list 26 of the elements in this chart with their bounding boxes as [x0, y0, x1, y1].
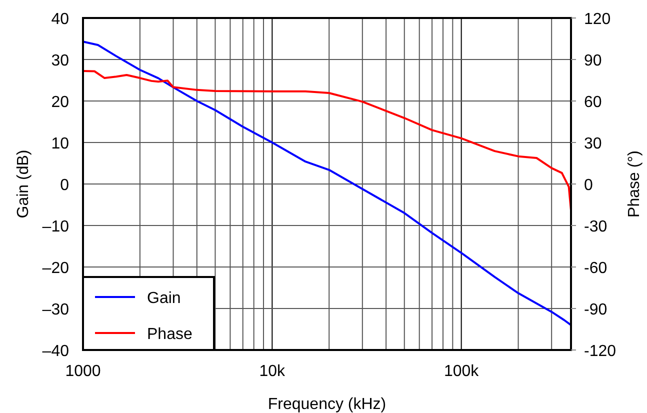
x-axis-title: Frequency (kHz) — [268, 396, 386, 413]
y-axis-title: Gain (dB) — [15, 150, 32, 218]
y2-tick-label: 60 — [584, 94, 602, 111]
y2-tick-label: 90 — [584, 52, 602, 70]
legend-label: Phase — [147, 326, 192, 343]
x-tick-label: 10k — [259, 363, 286, 380]
y-tick-label: 40 — [51, 11, 70, 28]
y2-tick-label: -120 — [584, 343, 616, 360]
x-tick-label: 100k — [444, 363, 480, 380]
y2-tick-label: -90 — [584, 302, 608, 318]
y2-tick-label: 30 — [584, 136, 602, 152]
legend-label: Gain — [147, 290, 181, 307]
y-tick-label: 0 — [60, 177, 70, 194]
y2-tick-label: 0 — [584, 177, 593, 194]
y-tick-label: 10 — [51, 136, 70, 152]
x-tick-label: 1000 — [65, 363, 101, 380]
y-tick-label: 20 — [51, 94, 70, 111]
y-tick-label: 30 — [51, 52, 70, 70]
y-tick-label: –40 — [42, 343, 70, 360]
y2-tick-label: -30 — [584, 218, 608, 236]
y-tick-label: –20 — [42, 260, 70, 277]
y-tick-label: –30 — [42, 302, 70, 318]
y2-tick-label: -60 — [584, 260, 608, 277]
y-tick-label: –10 — [42, 218, 70, 236]
y2-tick-label: 120 — [584, 11, 611, 28]
y2-axis-title: Phase (°) — [626, 150, 643, 218]
